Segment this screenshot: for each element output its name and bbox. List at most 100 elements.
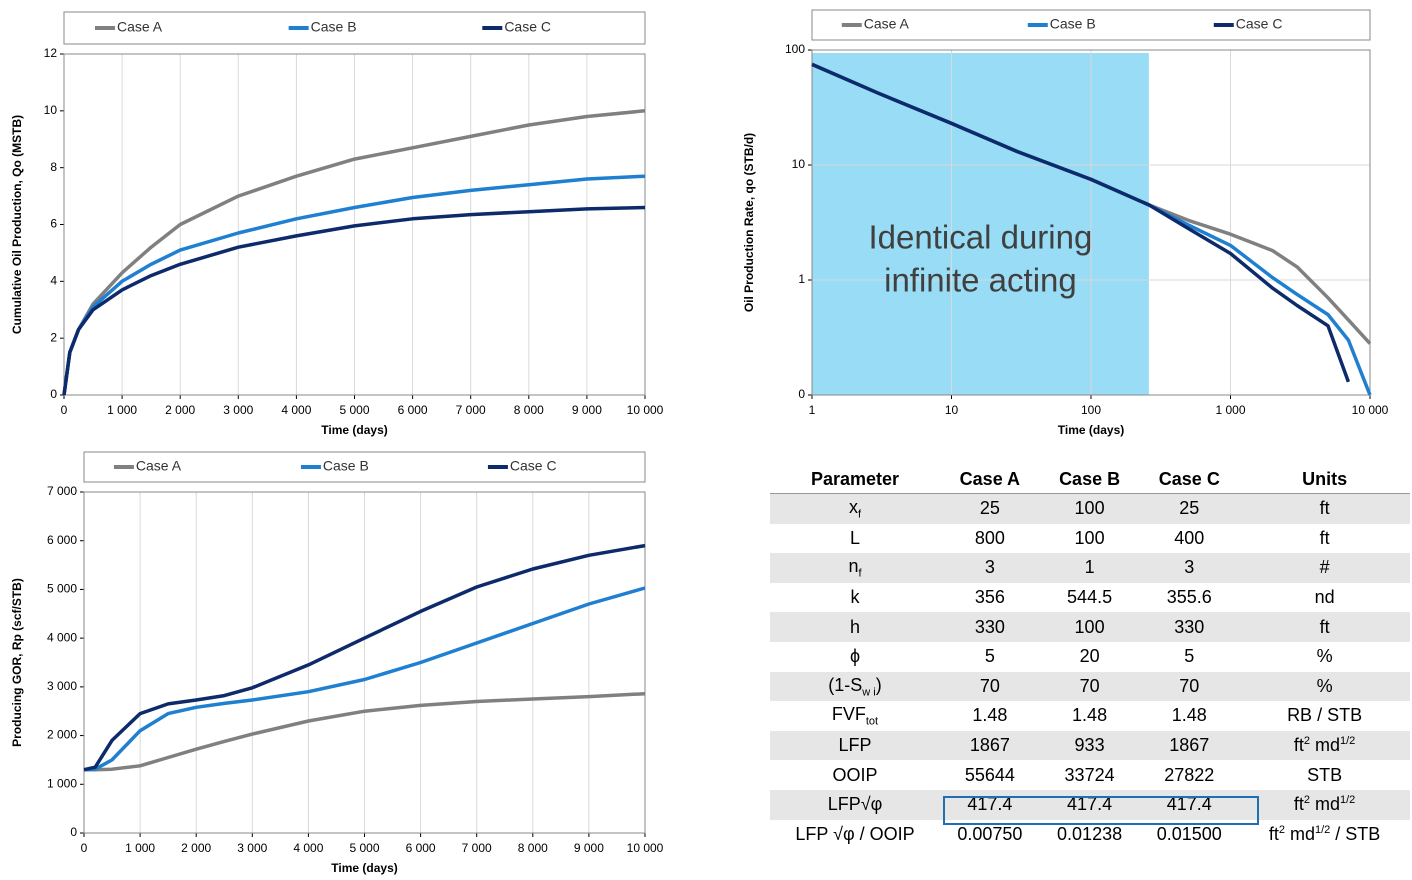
table-cell: ft2 md1/2 [1239, 789, 1410, 820]
cell-text: ft [1319, 498, 1330, 519]
x-tick-label: 4 000 [293, 841, 323, 855]
table-cell: 1867 [940, 730, 1040, 761]
table-cell: 70 [1039, 671, 1140, 702]
series-line [62, 205, 646, 396]
y-axis-label: Producing GOR, Rp (scf/STB) [10, 578, 24, 747]
cell-text: 100 [1074, 527, 1105, 548]
cell-text: 3 [1184, 557, 1195, 578]
cell-text: n [848, 556, 859, 577]
table-row: ϕ 5 20 5% [770, 642, 1410, 672]
cell-text: STB [1307, 764, 1343, 785]
cell-text: f [857, 508, 862, 521]
table-cell: 800 [940, 524, 1040, 554]
cell-text: L [849, 527, 860, 548]
table-cell: ϕ [770, 642, 940, 672]
cell-text: RB / STB [1287, 705, 1363, 726]
cell-text: 544.5 [1067, 587, 1113, 608]
legend-label: Case A [117, 19, 163, 35]
header-cell: Case A [940, 466, 1040, 494]
y-tick-label: 12 [44, 46, 58, 60]
cell-text: 100 [1074, 616, 1105, 637]
y-tick-label: 10 [44, 103, 58, 117]
table-cell: 0.00750 [940, 820, 1040, 850]
table-cell: 417.4 [1139, 789, 1240, 820]
table-row: OOIP 55644 33724 27822 STB [770, 760, 1410, 790]
y-tick-label: 2 000 [47, 728, 77, 742]
table-row: FVFtot 1.48 1.48 1.48 RB / STB [770, 701, 1410, 731]
cell-text: # [1319, 557, 1330, 578]
table-cell: 25 [940, 493, 1040, 524]
table-cell: 1 [1039, 553, 1140, 583]
table-cell: 100 [1039, 612, 1140, 642]
y-axis-label: Cumulative Oil Production, Qo (MSTB) [10, 115, 24, 334]
cell-text: ft [1293, 794, 1304, 815]
table-cell: 70 [940, 671, 1040, 702]
table-row: LFP√φ 417.4 417.4 417.4 ft2 md1/2 [770, 789, 1410, 820]
y-tick-label: 5 000 [47, 582, 77, 596]
x-tick-label: 6 000 [398, 403, 428, 417]
x-tick-label: 10 000 [1352, 403, 1389, 417]
x-tick-label: 1 000 [125, 841, 155, 855]
table-row: LFP √φ / OOIP 0.00750 0.01238 0.01500 ft2 md… [770, 820, 1410, 850]
table-cell: 355.6 [1139, 583, 1239, 613]
table-cell: 417.4 [1039, 789, 1140, 820]
x-tick-label: 1 000 [107, 403, 137, 417]
table-cell: FVFtot [770, 701, 940, 731]
legend-label: Case C [504, 19, 551, 35]
cell-text: ft [1293, 735, 1304, 756]
cell-text: 1867 [969, 735, 1010, 756]
table-cell: xf [770, 493, 940, 524]
cell-text: ϕ [849, 646, 861, 667]
table-cell: ft [1239, 493, 1410, 524]
x-tick-label: 0 [61, 403, 68, 417]
cell-text: 417.4 [1166, 794, 1212, 815]
cell-text: 2 [1278, 823, 1285, 836]
y-tick-label: 3 000 [47, 679, 77, 693]
y-tick-label: 0 [50, 387, 57, 401]
cell-text: md [1309, 735, 1340, 756]
legend-label: Case C [510, 458, 557, 474]
annotation: Identical during [869, 219, 1093, 256]
cell-text: LFP √φ / OOIP [795, 823, 915, 844]
x-tick-label: 4 000 [281, 403, 311, 417]
cell-text: f [858, 567, 862, 580]
cell-text: 2 [1303, 735, 1310, 748]
cell-text: md [1309, 794, 1340, 815]
x-tick-label: 8 000 [514, 403, 544, 417]
plot-frame [63, 53, 646, 396]
table-cell: % [1239, 671, 1410, 702]
table-row: (1-Sw i) 70 70 70% [770, 671, 1410, 702]
table-row: nf 3 1 3 # [770, 553, 1410, 583]
cell-text: 1/2 [1340, 794, 1356, 807]
y-tick-label: 0 [798, 387, 805, 401]
cell-text: 1/2 [1315, 823, 1331, 836]
cell-text: 355.6 [1166, 587, 1212, 608]
table-cell: LFP√φ [770, 789, 940, 820]
table-cell: 27822 [1139, 760, 1239, 790]
legend-box [811, 9, 1371, 41]
x-tick-label: 10 000 [627, 841, 664, 855]
table-cell: 33724 [1040, 760, 1140, 790]
plot-frame [83, 491, 646, 834]
table-cell: 5 [1139, 642, 1239, 672]
cell-text: 1/2 [1340, 735, 1356, 748]
y-tick-label: 6 000 [47, 533, 77, 547]
y-tick-label: 4 000 [47, 630, 77, 644]
x-tick-label: 6 000 [406, 841, 436, 855]
table-cell: h [770, 612, 940, 642]
table-cell: 20 [1040, 642, 1140, 672]
cell-text: 0.01500 [1156, 823, 1222, 844]
cell-text: 356 [974, 587, 1005, 608]
table-row: L 800 100 400 ft [770, 524, 1410, 554]
x-tick-label: 100 [1081, 403, 1101, 417]
table-cell: LFP [770, 730, 940, 761]
table-cell: 5 [940, 642, 1040, 672]
header-cell: Units [1239, 466, 1410, 494]
cell-text: 5 [1184, 646, 1195, 667]
table-cell: 1.48 [1040, 701, 1140, 731]
plot-frame [811, 49, 1371, 396]
x-tick-label: 9 000 [574, 841, 604, 855]
table-head: Parameter Case A Case B Case C Units [770, 466, 1410, 494]
x-tick-label: 1 [809, 403, 816, 417]
